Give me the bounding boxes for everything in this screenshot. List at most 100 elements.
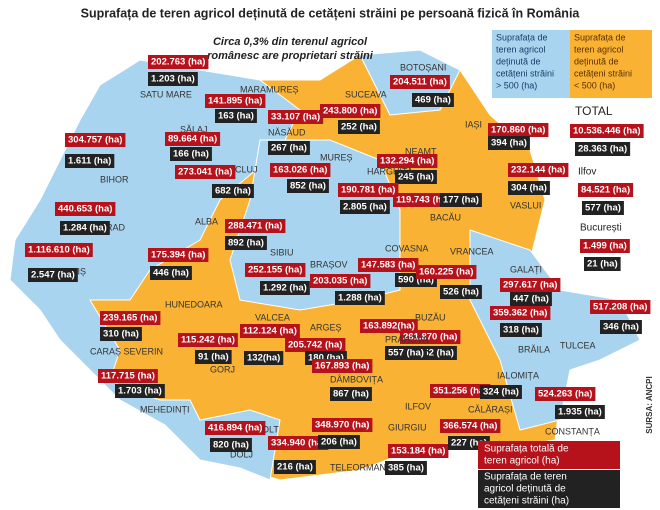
county-area-box (175, 165, 236, 179)
county-foreign: 385 (ha) (388, 463, 424, 474)
county-area-box (25, 243, 93, 257)
total-foreign: 28.363 (ha) (578, 144, 627, 155)
county-name: CONSTANȚA (545, 426, 600, 436)
county-area-box (590, 300, 651, 314)
county-foreign-box (244, 351, 284, 365)
county-name: NEAMȚ (405, 146, 437, 156)
county-name: PRAHOVA (385, 334, 428, 344)
county-foreign-box (287, 179, 329, 193)
county-area: 117.715 (ha) (101, 371, 155, 382)
county-area: 203.035 (ha) (313, 276, 367, 287)
region-foreign-box (582, 201, 624, 215)
county-area: 348.970 (ha) (315, 420, 369, 431)
county-area-box (535, 387, 596, 401)
county-name: ARAD (100, 222, 126, 232)
county-area-box (178, 333, 238, 347)
county-area-box (488, 123, 549, 137)
county-area-box (205, 421, 266, 435)
county-area: 261.870 (ha) (403, 332, 457, 343)
county-foreign-box (210, 438, 252, 452)
county-name: DOLJ (230, 449, 253, 459)
county-name: SĂLAJ (180, 124, 208, 134)
region-name: București (580, 223, 622, 234)
key-foreign-box (478, 470, 620, 508)
county-foreign: 469 (ha) (415, 95, 451, 106)
county-name: ALBA (195, 216, 218, 226)
county-area: 1.116.610 (ha) (28, 245, 90, 256)
county-name: BOTOȘANI (400, 62, 446, 72)
county-foreign: 2.805 (ha) (343, 202, 387, 213)
county-area-box (508, 163, 569, 177)
county-area: 112.124 (ha) (243, 326, 297, 337)
county-area-box (312, 359, 373, 373)
county-area-box (312, 418, 373, 432)
county-foreign: 304 (ha) (511, 183, 547, 194)
county-name: CARAȘ SEVERIN (90, 346, 163, 356)
county-foreign: 1.611 (ha) (68, 156, 111, 167)
key-text: agricol deținută de (484, 484, 566, 495)
legend-text: teren agricol (496, 44, 546, 54)
county-area-box (98, 369, 158, 383)
title: Suprafața de teren agricol deținută de c… (81, 6, 581, 20)
county-area: 239.165 (ha) (103, 313, 157, 324)
total-foreign-box (575, 142, 631, 156)
county-area: 304.757 (ha) (68, 135, 122, 146)
county-foreign: 557 (ha) (388, 348, 424, 359)
county-foreign-box (170, 147, 212, 161)
county-area: 147.583 (ha) (361, 260, 415, 271)
county-area-box (390, 75, 450, 89)
county-area: 351.256 (ha) (433, 386, 487, 397)
county-area-box (55, 202, 116, 216)
county-area: 132.294 (ha) (380, 156, 434, 167)
county-area: 359.362 (ha) (493, 308, 547, 319)
county-area-box (490, 306, 551, 320)
county-name: IAȘI (465, 119, 482, 129)
county-foreign-box (150, 266, 192, 280)
county-area-box (310, 274, 371, 288)
county-area: 243.800 (ha) (323, 106, 377, 117)
county-area-box (416, 265, 477, 279)
key-text: cetățeni străini (ha) (484, 496, 569, 507)
county-foreign: 166 (ha) (173, 149, 209, 160)
county-foreign-box (100, 327, 142, 341)
county-name: DÂMBOVIȚA (330, 374, 383, 384)
county-name: NĂSĂUD (268, 127, 306, 137)
county-name: SATU MARE (140, 89, 192, 99)
region-foreign: 21 (ha) (587, 259, 618, 270)
county-foreign: 1.292 (ha) (263, 283, 307, 294)
county-foreign: 867 (ha) (333, 389, 369, 400)
county-name: BRĂILA (518, 344, 550, 354)
county-foreign: 206 (ha) (321, 437, 357, 448)
county-foreign-box (60, 221, 110, 235)
county-foreign: 526 (ha) (443, 287, 479, 298)
county-area: 175.394 (ha) (151, 250, 205, 261)
county-area-box (388, 444, 449, 458)
county-foreign-box (440, 193, 482, 207)
source: SURSA: ANCPI (645, 376, 654, 433)
key-text: Suprafața de teren (484, 472, 567, 483)
county-foreign: 1.203 (ha) (151, 74, 195, 85)
county-foreign: 252 (ha) (341, 122, 377, 133)
county-foreign: 245 (ha) (398, 172, 434, 183)
county-foreign-box (385, 346, 427, 360)
key-text: teren agricol (ha) (484, 456, 560, 467)
map-label: ILFOV (405, 401, 431, 411)
region-area-box (578, 183, 634, 197)
county-area: 202.763 (ha) (151, 57, 205, 68)
county-foreign: 1.288 (ha) (338, 293, 382, 304)
county-name: OLT (262, 424, 279, 434)
county-area-box (225, 219, 286, 233)
county-area: 160.225 (ha) (419, 267, 473, 278)
county-foreign: 394 (ha) (491, 138, 527, 149)
county-foreign: 1.703 (ha) (118, 386, 162, 397)
county-area-box (430, 384, 491, 398)
county-foreign-box (330, 387, 372, 401)
county-area: 170.860 (ha) (491, 125, 545, 136)
county-name: BUZĂU (415, 312, 446, 322)
county-foreign-box (28, 268, 78, 282)
county-area: 232.144 (ha) (511, 165, 565, 176)
county-foreign-box (480, 385, 522, 399)
county-area: 141.895 (ha) (208, 96, 262, 107)
county-area-box (360, 319, 418, 333)
